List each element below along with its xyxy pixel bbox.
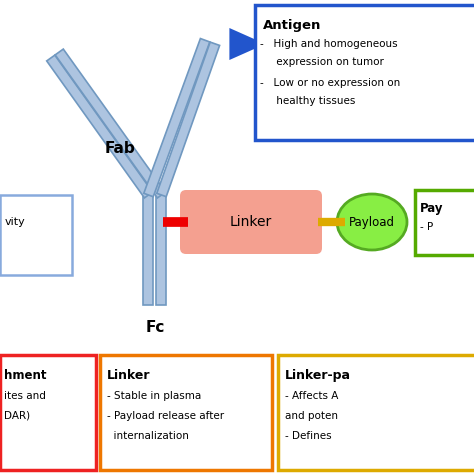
Text: ites and: ites and (4, 391, 46, 401)
Polygon shape (156, 195, 166, 305)
FancyBboxPatch shape (180, 190, 322, 254)
Text: vity: vity (5, 217, 26, 227)
Text: -   High and homogeneous: - High and homogeneous (260, 39, 398, 49)
Text: expression on tumor: expression on tumor (260, 57, 384, 67)
FancyBboxPatch shape (415, 190, 474, 255)
Text: Linker: Linker (230, 215, 272, 229)
Text: - Defines: - Defines (285, 431, 332, 441)
FancyBboxPatch shape (255, 5, 474, 140)
Polygon shape (47, 55, 153, 198)
Text: Linker-pa: Linker-pa (285, 369, 351, 382)
Text: - P: - P (420, 222, 433, 232)
Text: internalization: internalization (107, 431, 189, 441)
Polygon shape (229, 28, 265, 60)
Polygon shape (144, 195, 154, 305)
Text: DAR): DAR) (4, 411, 30, 421)
Text: - Stable in plasma: - Stable in plasma (107, 391, 201, 401)
Text: -   Low or no expression on: - Low or no expression on (260, 78, 400, 88)
FancyBboxPatch shape (100, 355, 272, 470)
Text: Antigen: Antigen (263, 19, 321, 32)
Text: Linker: Linker (107, 369, 151, 382)
Text: Fc: Fc (146, 320, 164, 336)
Polygon shape (55, 49, 165, 198)
Polygon shape (144, 38, 210, 197)
FancyBboxPatch shape (278, 355, 474, 470)
Text: hment: hment (4, 369, 46, 382)
Text: and poten: and poten (285, 411, 338, 421)
Text: healthy tissues: healthy tissues (260, 96, 356, 106)
FancyBboxPatch shape (0, 355, 96, 470)
Text: Pay: Pay (420, 202, 444, 215)
Text: - Payload release after: - Payload release after (107, 411, 224, 421)
FancyBboxPatch shape (0, 195, 72, 275)
Polygon shape (157, 42, 219, 197)
Text: Payload: Payload (349, 216, 395, 228)
Text: - Affects A: - Affects A (285, 391, 338, 401)
Ellipse shape (337, 194, 407, 250)
Text: Fab: Fab (105, 140, 136, 155)
